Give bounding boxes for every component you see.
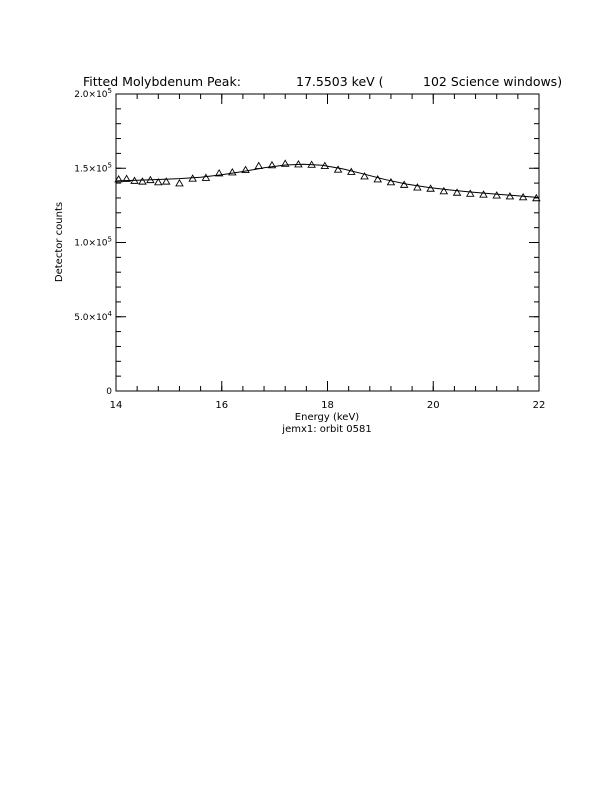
axes: 14 16 18 20 22 0 5.0×104 1.0×105 1.5×105 2.0×105 bbox=[74, 87, 545, 411]
x-tick-label: 18 bbox=[321, 400, 334, 411]
data-point bbox=[307, 160, 316, 168]
data-point bbox=[161, 177, 171, 185]
y-tick-label: 0 bbox=[106, 387, 112, 397]
data-point bbox=[532, 193, 541, 202]
data-point bbox=[413, 183, 422, 191]
data-point bbox=[465, 189, 475, 197]
data-point bbox=[146, 175, 155, 184]
data-point bbox=[122, 174, 131, 182]
y-tick-label: 1.0×105 bbox=[74, 236, 112, 249]
data-point bbox=[426, 184, 435, 192]
x-tick-label: 14 bbox=[110, 400, 123, 411]
data-point bbox=[399, 180, 409, 188]
data-point bbox=[518, 192, 528, 201]
chart-title-windows: 102 Science windows) bbox=[423, 74, 562, 89]
y-tick-label: 1.5×105 bbox=[74, 161, 112, 174]
chart-title-prefix: Fitted Molybdenum Peak: bbox=[83, 74, 241, 89]
data-point bbox=[294, 159, 303, 168]
data-point bbox=[228, 168, 237, 176]
x-tick-label: 16 bbox=[215, 400, 228, 411]
chart-subtitle: jemx1: orbit 0581 bbox=[281, 424, 371, 435]
data-point bbox=[505, 192, 515, 200]
x-tick-label: 20 bbox=[427, 400, 440, 411]
data-point bbox=[360, 172, 369, 180]
x-tick-label: 22 bbox=[533, 400, 546, 411]
data-point bbox=[280, 159, 290, 167]
data-point bbox=[320, 161, 330, 169]
x-axis-label: Energy (keV) bbox=[295, 412, 360, 423]
data-point bbox=[373, 174, 383, 183]
data-point bbox=[241, 165, 250, 173]
data-point bbox=[114, 174, 123, 183]
y-tick-label: 2.0×105 bbox=[74, 87, 112, 100]
data-point bbox=[130, 176, 139, 184]
y-tick-label: 5.0×104 bbox=[74, 310, 112, 323]
data-point bbox=[386, 177, 396, 186]
data-point bbox=[175, 179, 184, 187]
data-point bbox=[188, 174, 197, 182]
data-point bbox=[452, 188, 462, 196]
plot-frame bbox=[115, 93, 540, 392]
data-point bbox=[254, 161, 264, 169]
plot-area bbox=[114, 159, 541, 202]
data-point bbox=[492, 191, 501, 199]
data-point bbox=[214, 169, 224, 177]
data-point bbox=[201, 173, 211, 181]
data-point bbox=[154, 177, 163, 186]
data-point bbox=[333, 165, 343, 173]
data-point bbox=[138, 177, 147, 185]
fit-curve bbox=[115, 163, 540, 198]
data-point bbox=[267, 160, 277, 169]
data-point bbox=[439, 186, 449, 195]
data-point bbox=[479, 190, 488, 198]
data-point bbox=[347, 167, 356, 175]
chart-title-energy: 17.5503 keV ( bbox=[296, 74, 384, 89]
y-axis-label: Detector counts bbox=[54, 202, 65, 282]
